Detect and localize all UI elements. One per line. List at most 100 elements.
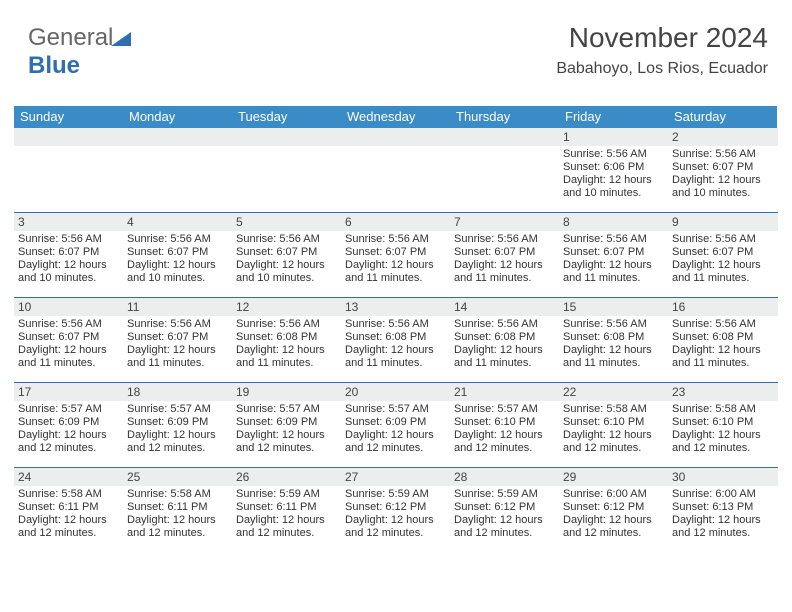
week-row: 3456789Sunrise: 5:56 AMSunset: 6:07 PMDa…	[14, 212, 778, 297]
logo-triangle-icon	[111, 30, 133, 48]
sunrise-text: Sunrise: 5:59 AM	[454, 488, 554, 501]
sunset-text: Sunset: 6:07 PM	[18, 331, 118, 344]
day-cell: Sunrise: 5:56 AMSunset: 6:07 PMDaylight:…	[123, 316, 232, 382]
sunrise-text: Sunrise: 5:58 AM	[672, 403, 772, 416]
day-number: 12	[232, 298, 341, 316]
daylight-text: Daylight: 12 hours and 12 minutes.	[454, 514, 554, 540]
day-number	[123, 128, 232, 146]
sunrise-text: Sunrise: 5:56 AM	[563, 318, 663, 331]
daylight-text: Daylight: 12 hours and 11 minutes.	[127, 344, 227, 370]
day-cell: Sunrise: 5:56 AMSunset: 6:07 PMDaylight:…	[123, 231, 232, 297]
day-number: 13	[341, 298, 450, 316]
sunset-text: Sunset: 6:10 PM	[672, 416, 772, 429]
day-number	[450, 128, 559, 146]
day-cell: Sunrise: 5:59 AMSunset: 6:12 PMDaylight:…	[450, 486, 559, 552]
day-number	[14, 128, 123, 146]
sunset-text: Sunset: 6:07 PM	[127, 331, 227, 344]
sunrise-text: Sunrise: 5:56 AM	[672, 233, 772, 246]
day-cell: Sunrise: 5:57 AMSunset: 6:09 PMDaylight:…	[232, 401, 341, 467]
daylight-text: Daylight: 12 hours and 12 minutes.	[236, 429, 336, 455]
sunrise-text: Sunrise: 5:56 AM	[672, 148, 772, 161]
day-number: 17	[14, 383, 123, 401]
weekday-header: Sunday	[14, 106, 123, 128]
sunrise-text: Sunrise: 5:57 AM	[236, 403, 336, 416]
daylight-text: Daylight: 12 hours and 10 minutes.	[236, 259, 336, 285]
sunset-text: Sunset: 6:07 PM	[563, 246, 663, 259]
day-number: 20	[341, 383, 450, 401]
daylight-text: Daylight: 12 hours and 11 minutes.	[345, 344, 445, 370]
day-cell: Sunrise: 5:56 AMSunset: 6:07 PMDaylight:…	[668, 231, 777, 297]
sunrise-text: Sunrise: 5:58 AM	[127, 488, 227, 501]
day-cell: Sunrise: 5:56 AMSunset: 6:08 PMDaylight:…	[450, 316, 559, 382]
day-cell: Sunrise: 5:56 AMSunset: 6:08 PMDaylight:…	[559, 316, 668, 382]
daylight-text: Daylight: 12 hours and 10 minutes.	[127, 259, 227, 285]
daylight-text: Daylight: 12 hours and 12 minutes.	[18, 429, 118, 455]
sunrise-text: Sunrise: 6:00 AM	[672, 488, 772, 501]
weekday-header: Monday	[123, 106, 232, 128]
day-number: 6	[341, 213, 450, 231]
day-number: 29	[559, 468, 668, 486]
daylight-text: Daylight: 12 hours and 11 minutes.	[236, 344, 336, 370]
day-number: 2	[668, 128, 777, 146]
sunset-text: Sunset: 6:10 PM	[563, 416, 663, 429]
day-cell: Sunrise: 5:59 AMSunset: 6:12 PMDaylight:…	[341, 486, 450, 552]
day-number: 25	[123, 468, 232, 486]
day-number: 26	[232, 468, 341, 486]
sunset-text: Sunset: 6:07 PM	[236, 246, 336, 259]
daylight-text: Daylight: 12 hours and 12 minutes.	[127, 429, 227, 455]
sunset-text: Sunset: 6:07 PM	[18, 246, 118, 259]
day-number: 14	[450, 298, 559, 316]
week-row: 17181920212223Sunrise: 5:57 AMSunset: 6:…	[14, 382, 778, 467]
daylight-text: Daylight: 12 hours and 11 minutes.	[345, 259, 445, 285]
day-number: 8	[559, 213, 668, 231]
sunset-text: Sunset: 6:08 PM	[454, 331, 554, 344]
day-cell: Sunrise: 5:57 AMSunset: 6:09 PMDaylight:…	[14, 401, 123, 467]
day-number: 3	[14, 213, 123, 231]
daylight-text: Daylight: 12 hours and 11 minutes.	[672, 344, 772, 370]
day-cell: Sunrise: 5:56 AMSunset: 6:07 PMDaylight:…	[668, 146, 777, 212]
daylight-text: Daylight: 12 hours and 11 minutes.	[454, 259, 554, 285]
day-number: 22	[559, 383, 668, 401]
day-content-row: Sunrise: 5:57 AMSunset: 6:09 PMDaylight:…	[14, 401, 778, 467]
day-cell: Sunrise: 5:58 AMSunset: 6:11 PMDaylight:…	[123, 486, 232, 552]
day-number: 5	[232, 213, 341, 231]
day-cell	[450, 146, 559, 212]
day-number: 9	[668, 213, 777, 231]
sunset-text: Sunset: 6:06 PM	[563, 161, 663, 174]
sunset-text: Sunset: 6:09 PM	[18, 416, 118, 429]
daylight-text: Daylight: 12 hours and 12 minutes.	[345, 429, 445, 455]
sunrise-text: Sunrise: 5:56 AM	[236, 318, 336, 331]
sunrise-text: Sunrise: 5:56 AM	[563, 233, 663, 246]
day-content-row: Sunrise: 5:56 AMSunset: 6:06 PMDaylight:…	[14, 146, 778, 212]
day-cell: Sunrise: 5:56 AMSunset: 6:08 PMDaylight:…	[668, 316, 777, 382]
day-number: 30	[668, 468, 777, 486]
day-number-bar: 24252627282930	[14, 468, 778, 486]
day-cell: Sunrise: 5:56 AMSunset: 6:08 PMDaylight:…	[341, 316, 450, 382]
day-number-bar: 10111213141516	[14, 298, 778, 316]
sunrise-text: Sunrise: 5:59 AM	[345, 488, 445, 501]
day-cell: Sunrise: 5:56 AMSunset: 6:07 PMDaylight:…	[232, 231, 341, 297]
day-number: 10	[14, 298, 123, 316]
day-number: 28	[450, 468, 559, 486]
daylight-text: Daylight: 12 hours and 11 minutes.	[672, 259, 772, 285]
sunset-text: Sunset: 6:07 PM	[672, 246, 772, 259]
day-number-bar: 3456789	[14, 213, 778, 231]
daylight-text: Daylight: 12 hours and 12 minutes.	[18, 514, 118, 540]
logo: General Blue	[28, 24, 133, 80]
day-cell: Sunrise: 5:56 AMSunset: 6:07 PMDaylight:…	[341, 231, 450, 297]
sunset-text: Sunset: 6:12 PM	[563, 501, 663, 514]
day-cell	[123, 146, 232, 212]
sunrise-text: Sunrise: 5:57 AM	[345, 403, 445, 416]
sunrise-text: Sunrise: 5:56 AM	[454, 233, 554, 246]
day-content-row: Sunrise: 5:56 AMSunset: 6:07 PMDaylight:…	[14, 231, 778, 297]
sunset-text: Sunset: 6:09 PM	[345, 416, 445, 429]
sunrise-text: Sunrise: 5:56 AM	[345, 318, 445, 331]
day-cell: Sunrise: 6:00 AMSunset: 6:13 PMDaylight:…	[668, 486, 777, 552]
sunset-text: Sunset: 6:09 PM	[236, 416, 336, 429]
sunrise-text: Sunrise: 5:57 AM	[18, 403, 118, 416]
sunset-text: Sunset: 6:12 PM	[454, 501, 554, 514]
day-cell: Sunrise: 5:56 AMSunset: 6:07 PMDaylight:…	[559, 231, 668, 297]
day-number-bar: 17181920212223	[14, 383, 778, 401]
daylight-text: Daylight: 12 hours and 12 minutes.	[454, 429, 554, 455]
day-number: 15	[559, 298, 668, 316]
